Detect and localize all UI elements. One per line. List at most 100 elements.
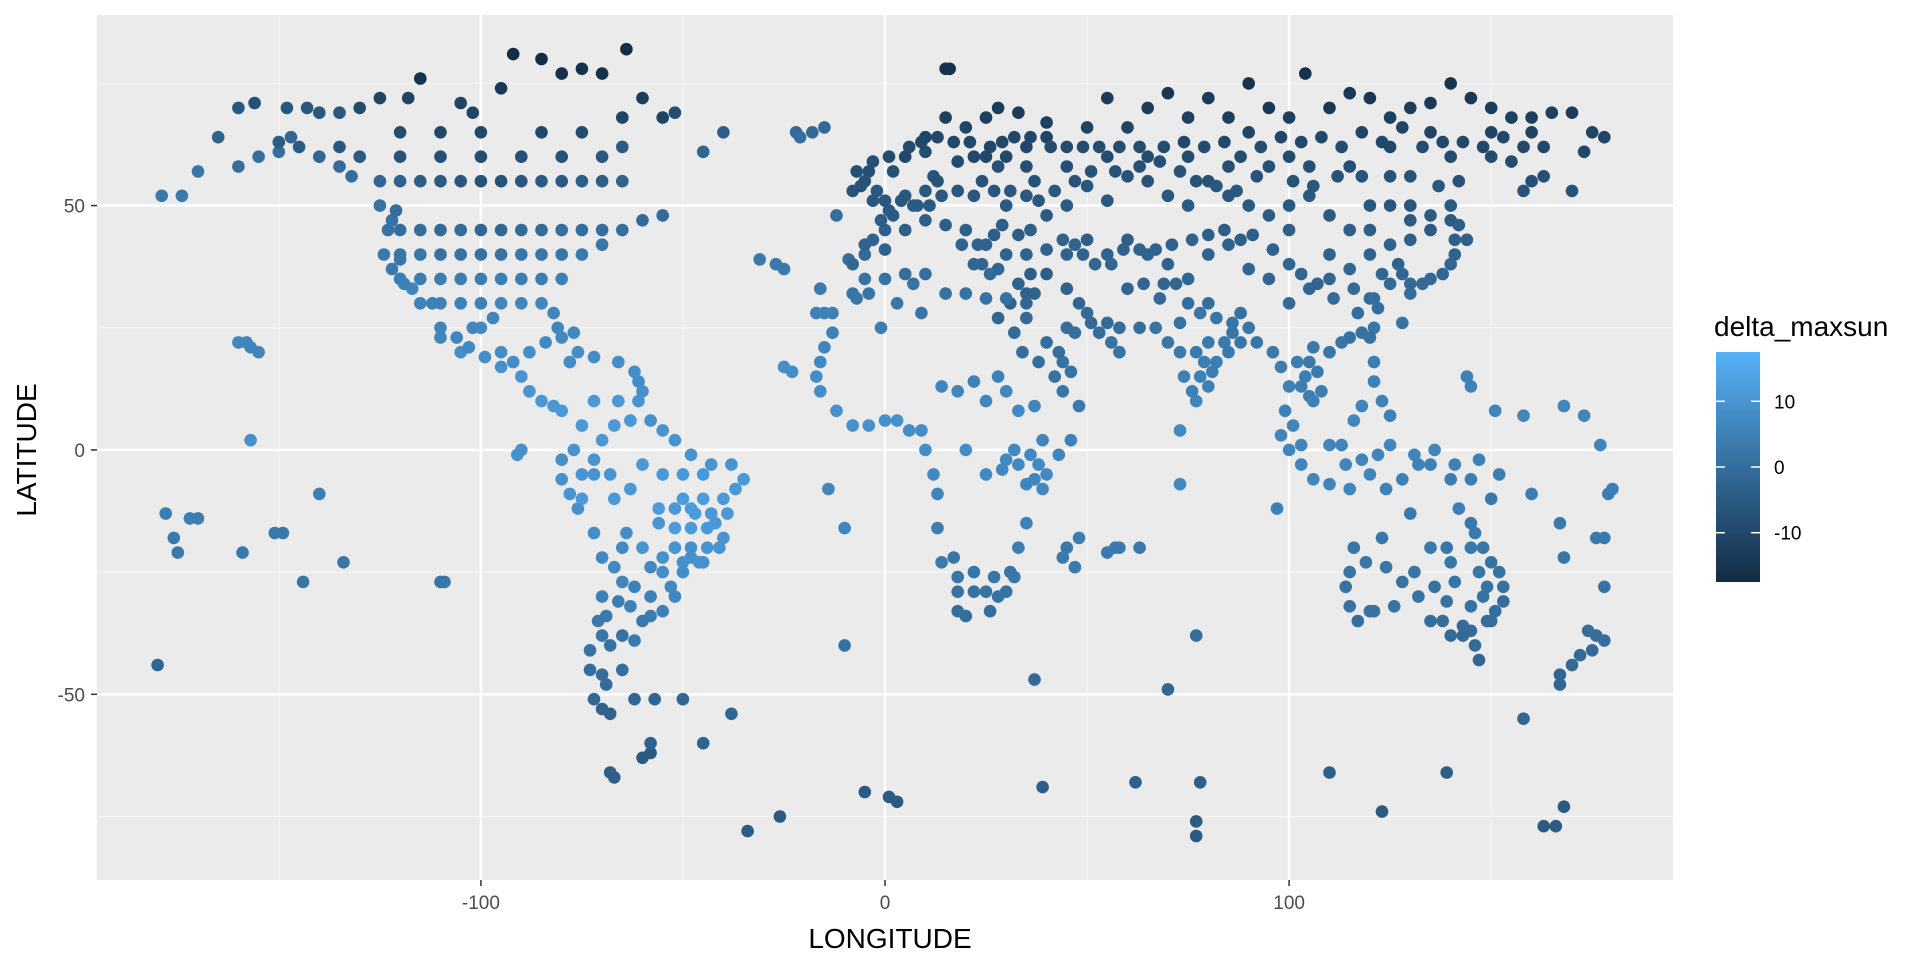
data-point (587, 453, 601, 467)
data-point (414, 223, 427, 237)
data-point (878, 414, 892, 427)
data-point (1396, 121, 1409, 134)
data-point (1565, 184, 1579, 198)
data-point (1064, 365, 1078, 379)
data-point (575, 248, 589, 261)
data-point (676, 468, 690, 481)
y-axis-title: LATITUDE (11, 383, 42, 516)
data-point (353, 150, 367, 163)
data-point (454, 272, 468, 286)
data-point (1048, 184, 1061, 198)
data-point (725, 707, 738, 721)
data-point (923, 199, 936, 212)
data-point (1222, 111, 1235, 124)
data-point (656, 551, 669, 564)
data-point (628, 692, 641, 706)
data-point (1004, 184, 1017, 198)
data-point (814, 355, 827, 369)
data-point (1448, 575, 1462, 589)
data-point (1012, 106, 1025, 119)
data-point (999, 248, 1013, 261)
data-point (684, 448, 698, 462)
data-point (555, 404, 568, 418)
data-point (535, 126, 548, 139)
data-point (1307, 394, 1320, 408)
data-point (668, 521, 682, 535)
data-point (1121, 121, 1134, 134)
data-point (414, 297, 427, 310)
data-point (1189, 629, 1203, 642)
data-point (931, 130, 944, 144)
data-point (826, 326, 839, 340)
data-point (717, 492, 730, 506)
data-point (729, 482, 742, 496)
data-point (1444, 473, 1457, 486)
data-point (890, 414, 904, 427)
data-point (636, 214, 649, 227)
data-point (603, 639, 617, 652)
data-point (1594, 438, 1607, 452)
data-point (454, 297, 468, 310)
data-point (1008, 443, 1021, 457)
data-point (939, 287, 952, 300)
data-point (587, 526, 601, 540)
data-point (414, 248, 427, 261)
data-point (1060, 541, 1074, 554)
data-point (595, 223, 609, 237)
data-point (1101, 194, 1114, 207)
data-point (1585, 644, 1599, 657)
data-point (846, 184, 859, 198)
data-point (494, 248, 508, 261)
data-point (696, 736, 710, 750)
data-point (232, 160, 245, 173)
data-point (1404, 233, 1417, 247)
data-point (1286, 174, 1300, 188)
data-point (1210, 179, 1223, 193)
data-point (575, 174, 589, 188)
data-point (1222, 160, 1235, 173)
data-point (1428, 580, 1441, 594)
data-point (1084, 316, 1098, 330)
data-point (919, 214, 932, 227)
data-point (725, 458, 738, 471)
data-point (1076, 248, 1090, 261)
data-point (1072, 531, 1086, 545)
data-point (616, 223, 629, 237)
data-point (1537, 140, 1550, 154)
data-point (951, 184, 964, 198)
data-point (252, 150, 265, 163)
data-point (668, 502, 682, 515)
data-point (1436, 267, 1449, 281)
data-point (1068, 238, 1082, 251)
data-point (300, 101, 314, 115)
data-point (1375, 267, 1389, 281)
data-point (1056, 385, 1070, 398)
data-point (1036, 482, 1049, 496)
data-point (1424, 541, 1437, 554)
data-point (385, 214, 399, 227)
data-point (1262, 272, 1276, 286)
data-point (753, 253, 766, 266)
data-point (595, 238, 609, 251)
data-point (1448, 233, 1462, 247)
data-point (1383, 438, 1397, 452)
data-point (1012, 458, 1025, 471)
data-point (1497, 595, 1510, 608)
data-point (1282, 150, 1296, 163)
data-point (575, 62, 589, 76)
data-point (1109, 165, 1122, 178)
data-point (1036, 433, 1049, 447)
x-tick-label: 100 (1273, 893, 1305, 914)
data-point (1173, 477, 1187, 491)
data-point (1262, 101, 1276, 115)
data-point (1424, 614, 1437, 628)
data-point (1565, 106, 1579, 119)
data-point (535, 297, 548, 310)
data-point (1351, 306, 1365, 320)
data-point (878, 194, 892, 207)
data-point (1105, 336, 1118, 349)
data-point (575, 468, 589, 481)
data-point (1347, 414, 1361, 427)
colorbar-tick-label: -10 (1774, 524, 1801, 545)
data-point (535, 272, 548, 286)
